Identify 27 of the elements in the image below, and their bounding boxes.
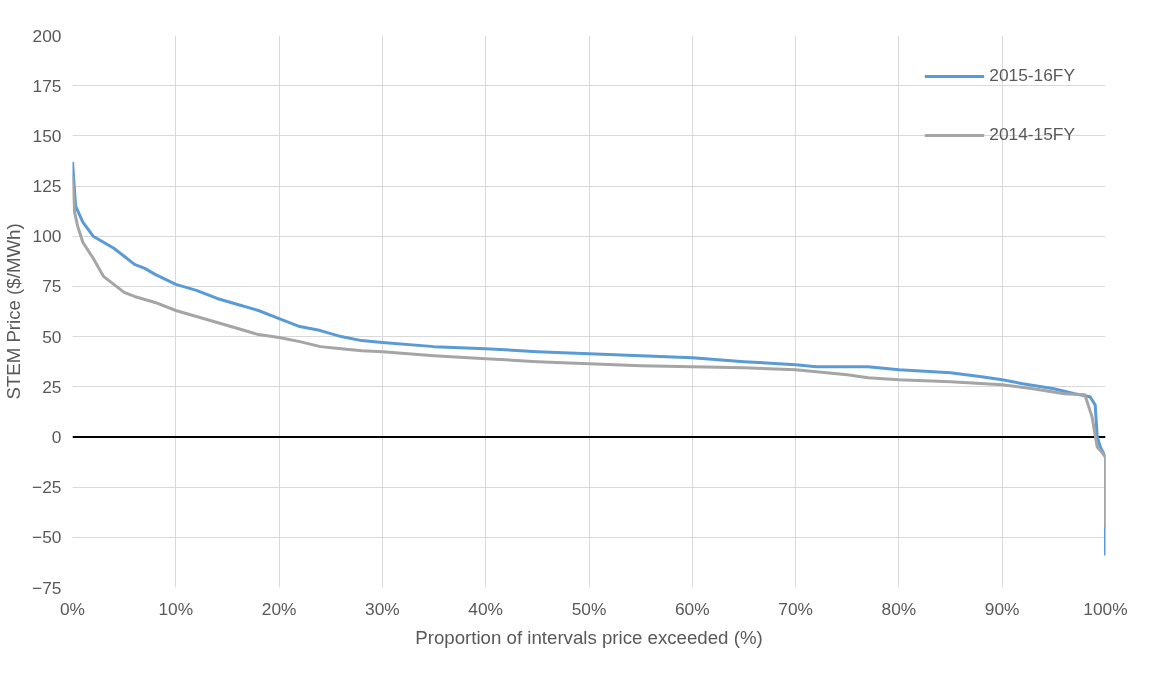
- y-tick-label: −75: [32, 577, 62, 598]
- y-tick-label: 175: [32, 75, 62, 96]
- x-tick-label: 10%: [158, 598, 194, 619]
- x-tick-label: 60%: [674, 598, 710, 619]
- x-tick-label: 90%: [984, 598, 1020, 619]
- x-tick-label: 20%: [261, 598, 297, 619]
- y-tick-label: 0: [51, 426, 62, 447]
- x-tick-label: 80%: [881, 598, 917, 619]
- x-tick-label: 50%: [571, 598, 607, 619]
- y-axis-title: STEM Price ($/MWh): [3, 223, 25, 400]
- x-axis-title: Proportion of intervals price exceeded (%): [415, 626, 763, 648]
- y-tick-label: 200: [32, 25, 62, 46]
- x-tick-label: 30%: [365, 598, 400, 619]
- y-tick-label: 150: [32, 125, 62, 146]
- legend-label: 2015-16FY: [989, 65, 1075, 86]
- y-tick-label: −50: [32, 527, 62, 548]
- x-tick-label: 40%: [468, 598, 504, 619]
- y-tick-label: 25: [42, 376, 62, 397]
- y-tick-label: 75: [42, 276, 62, 297]
- y-tick-label: 50: [42, 326, 62, 347]
- x-tick-label: 100%: [1083, 598, 1128, 619]
- legend-label: 2014-15FY: [989, 124, 1075, 145]
- x-tick-label: 0%: [59, 598, 86, 619]
- y-tick-label: 125: [32, 176, 62, 197]
- x-tick-label: 70%: [778, 598, 813, 619]
- y-tick-label: 100: [32, 226, 62, 247]
- y-tick-label: −25: [32, 477, 62, 498]
